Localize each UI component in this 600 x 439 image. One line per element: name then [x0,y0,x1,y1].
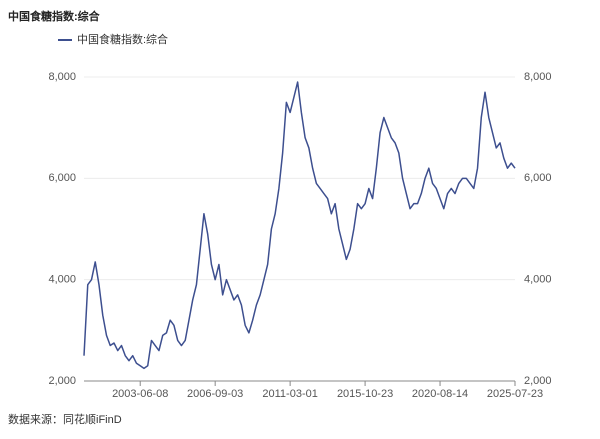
x-tick-label: 2025-07-23 [487,388,543,400]
y-tick-label: 4,000 [48,274,76,286]
legend-label: 中国食糖指数:综合 [77,32,168,46]
source-note: 数据来源：同花顺iFinD [8,412,122,426]
x-tick-label: 2020-08-14 [412,388,468,400]
series-line [83,81,516,370]
x-tick-label: 2015-10-23 [337,388,393,400]
x-tick-label: 2006-09-03 [187,388,243,400]
y2-tick-label: 6,000 [524,172,552,184]
chart-title: 中国食糖指数:综合 [8,9,101,23]
y2-tick-label: 4,000 [524,274,552,286]
x-tick-label: 2011-03-01 [262,388,317,400]
y-tick-label: 2,000 [48,375,76,387]
y-tick-label: 6,000 [48,172,76,184]
y2-tick-label: 8,000 [524,71,552,83]
y2-tick-label: 2,000 [524,375,552,387]
x-tick-label: 2003-06-08 [112,388,168,400]
y-tick-label: 8,000 [48,71,76,83]
